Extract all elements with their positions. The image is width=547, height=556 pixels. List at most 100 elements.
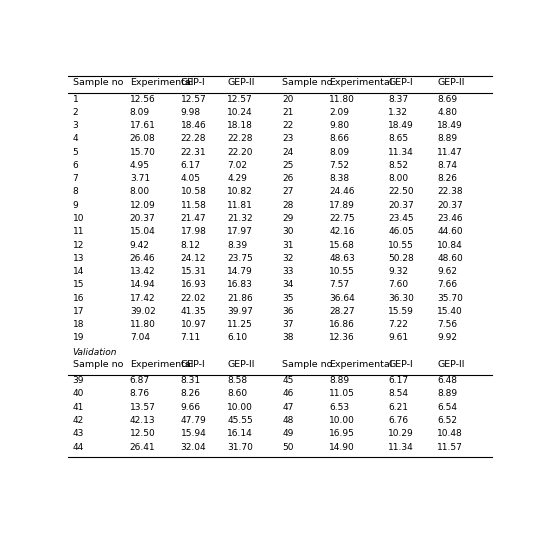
Text: 3.71: 3.71 [130, 174, 150, 183]
Text: 6.10: 6.10 [228, 334, 247, 342]
Text: 7.52: 7.52 [329, 161, 349, 170]
Text: 8.66: 8.66 [329, 135, 349, 143]
Text: 17.42: 17.42 [130, 294, 155, 302]
Text: 31.70: 31.70 [228, 443, 253, 451]
Text: 10.55: 10.55 [388, 241, 414, 250]
Text: 8.89: 8.89 [437, 390, 457, 399]
Text: 9.92: 9.92 [437, 334, 457, 342]
Text: 6.52: 6.52 [437, 416, 457, 425]
Text: 18: 18 [73, 320, 84, 329]
Text: 22.28: 22.28 [181, 135, 206, 143]
Text: 5: 5 [73, 148, 78, 157]
Text: Sample no: Sample no [73, 78, 123, 87]
Text: 12.36: 12.36 [329, 334, 355, 342]
Text: 10.84: 10.84 [437, 241, 463, 250]
Text: 15.40: 15.40 [437, 307, 463, 316]
Text: 17.89: 17.89 [329, 201, 355, 210]
Text: 32: 32 [282, 254, 294, 263]
Text: 39.02: 39.02 [130, 307, 155, 316]
Text: 36.30: 36.30 [388, 294, 414, 302]
Text: 7.66: 7.66 [437, 280, 457, 289]
Text: 15.31: 15.31 [181, 267, 207, 276]
Text: 8.39: 8.39 [228, 241, 247, 250]
Text: 47: 47 [282, 403, 294, 412]
Text: 6.54: 6.54 [437, 403, 457, 412]
Text: 26.41: 26.41 [130, 443, 155, 451]
Text: 6: 6 [73, 161, 78, 170]
Text: 7.57: 7.57 [329, 280, 349, 289]
Text: 10: 10 [73, 214, 84, 223]
Text: 2: 2 [73, 108, 78, 117]
Text: 22.38: 22.38 [437, 187, 463, 196]
Text: 27: 27 [282, 187, 294, 196]
Text: 18.18: 18.18 [228, 121, 253, 130]
Text: 9.66: 9.66 [181, 403, 201, 412]
Text: 13: 13 [73, 254, 84, 263]
Text: 11.34: 11.34 [388, 148, 414, 157]
Text: 8.00: 8.00 [388, 174, 409, 183]
Text: 12.57: 12.57 [181, 95, 206, 103]
Text: 18.46: 18.46 [181, 121, 206, 130]
Text: 8.26: 8.26 [437, 174, 457, 183]
Text: Sample no: Sample no [282, 78, 333, 87]
Text: 48.60: 48.60 [437, 254, 463, 263]
Text: 34: 34 [282, 280, 294, 289]
Text: 8.60: 8.60 [228, 390, 247, 399]
Text: 30: 30 [282, 227, 294, 236]
Text: 23.45: 23.45 [388, 214, 414, 223]
Text: 11.25: 11.25 [228, 320, 253, 329]
Text: 8.31: 8.31 [181, 376, 201, 385]
Text: 46: 46 [282, 390, 294, 399]
Text: 9.42: 9.42 [130, 241, 150, 250]
Text: GEP-II: GEP-II [228, 360, 255, 369]
Text: 2.09: 2.09 [329, 108, 349, 117]
Text: 12: 12 [73, 241, 84, 250]
Text: 42: 42 [73, 416, 84, 425]
Text: 45: 45 [282, 376, 294, 385]
Text: Validation: Validation [73, 348, 117, 357]
Text: 1.32: 1.32 [388, 108, 409, 117]
Text: 4.95: 4.95 [130, 161, 150, 170]
Text: 9.80: 9.80 [329, 121, 349, 130]
Text: Experimental: Experimental [130, 360, 193, 369]
Text: 12.50: 12.50 [130, 429, 155, 438]
Text: 9.62: 9.62 [437, 267, 457, 276]
Text: 16.83: 16.83 [228, 280, 253, 289]
Text: Experimental: Experimental [130, 78, 193, 87]
Text: 6.76: 6.76 [388, 416, 409, 425]
Text: 32.04: 32.04 [181, 443, 206, 451]
Text: 7.11: 7.11 [181, 334, 201, 342]
Text: 50: 50 [282, 443, 294, 451]
Text: 8.58: 8.58 [228, 376, 247, 385]
Text: 48: 48 [282, 416, 294, 425]
Text: 4.29: 4.29 [228, 174, 247, 183]
Text: 21.32: 21.32 [228, 214, 253, 223]
Text: 8.09: 8.09 [329, 148, 349, 157]
Text: 35.70: 35.70 [437, 294, 463, 302]
Text: 6.87: 6.87 [130, 376, 150, 385]
Text: 8.26: 8.26 [181, 390, 201, 399]
Text: 11: 11 [73, 227, 84, 236]
Text: 8.37: 8.37 [388, 95, 409, 103]
Text: 13.57: 13.57 [130, 403, 156, 412]
Text: 23.46: 23.46 [437, 214, 463, 223]
Text: GEP-I: GEP-I [388, 360, 413, 369]
Text: 7.22: 7.22 [388, 320, 408, 329]
Text: 25: 25 [282, 161, 294, 170]
Text: 7.56: 7.56 [437, 320, 457, 329]
Text: 24.46: 24.46 [329, 187, 354, 196]
Text: 8.76: 8.76 [130, 390, 150, 399]
Text: 4.05: 4.05 [181, 174, 201, 183]
Text: 8.12: 8.12 [181, 241, 201, 250]
Text: 14.79: 14.79 [228, 267, 253, 276]
Text: Sample no: Sample no [73, 360, 123, 369]
Text: 22: 22 [282, 121, 294, 130]
Text: Experimental: Experimental [329, 78, 392, 87]
Text: 8.69: 8.69 [437, 95, 457, 103]
Text: 9: 9 [73, 201, 78, 210]
Text: 12.56: 12.56 [130, 95, 155, 103]
Text: 21.47: 21.47 [181, 214, 206, 223]
Text: 26: 26 [282, 174, 294, 183]
Text: 42.16: 42.16 [329, 227, 354, 236]
Text: 23: 23 [282, 135, 294, 143]
